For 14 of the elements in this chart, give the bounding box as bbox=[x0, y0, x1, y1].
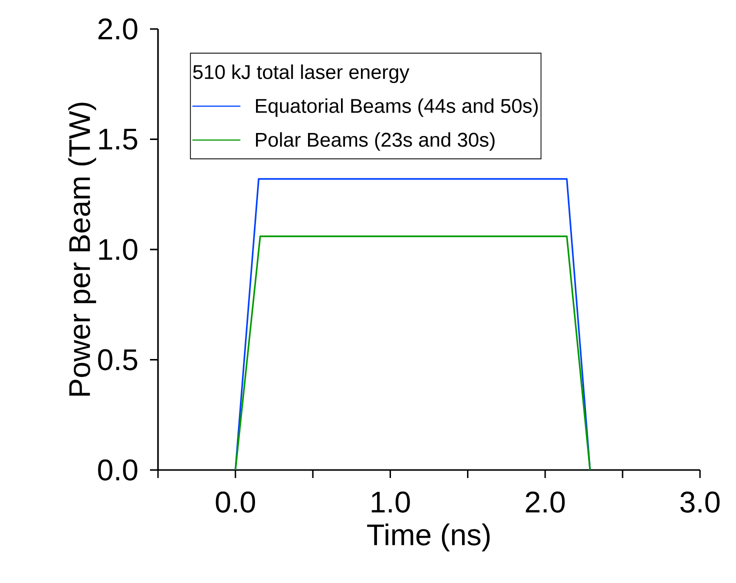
y-axis-title: Power per Beam (TW) bbox=[68, 102, 96, 396]
y-tick-label: 0.5 bbox=[98, 349, 138, 370]
x-tick-label: 3.0 bbox=[680, 492, 720, 513]
y-tick-label: 2.0 bbox=[98, 18, 138, 40]
y-tick-label: 1.0 bbox=[99, 238, 138, 260]
legend-label: Polar Beams (23s and 30s) bbox=[256, 132, 495, 151]
x-tick-label: 1.0 bbox=[372, 492, 410, 513]
x-axis-title: Time (ns) bbox=[367, 524, 490, 552]
x-tick-label: 2.0 bbox=[526, 492, 565, 513]
legend-title: 510 kJ total laser energy bbox=[193, 64, 410, 84]
y-tick-label: 1.5 bbox=[99, 128, 138, 150]
y-tick-label: 0.0 bbox=[98, 459, 138, 481]
legend-label: Equatorial Beams (44s and 50s) bbox=[256, 98, 538, 117]
x-tick-label: 0.0 bbox=[216, 492, 256, 513]
